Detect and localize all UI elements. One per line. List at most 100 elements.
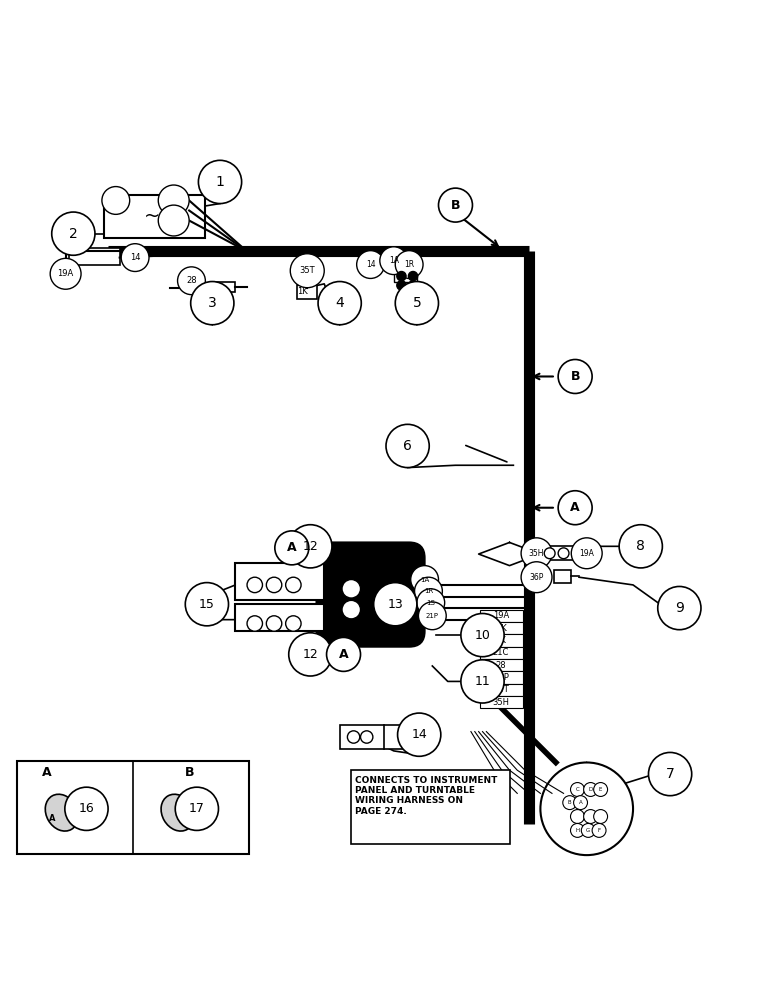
- Text: 21C: 21C: [493, 648, 510, 657]
- Text: 15: 15: [199, 598, 215, 611]
- FancyBboxPatch shape: [480, 696, 523, 708]
- Circle shape: [648, 752, 692, 796]
- Circle shape: [65, 787, 108, 830]
- FancyBboxPatch shape: [340, 725, 432, 749]
- Text: 5: 5: [412, 296, 422, 310]
- Circle shape: [397, 271, 406, 281]
- FancyBboxPatch shape: [540, 546, 579, 560]
- Circle shape: [584, 810, 598, 823]
- Text: 7: 7: [665, 767, 675, 781]
- Circle shape: [558, 491, 592, 525]
- Text: B: B: [571, 370, 580, 383]
- Text: 2: 2: [69, 227, 78, 241]
- Circle shape: [247, 577, 262, 593]
- Circle shape: [289, 525, 332, 568]
- Text: 8: 8: [636, 539, 645, 553]
- Text: E: E: [599, 787, 602, 792]
- Circle shape: [461, 613, 504, 657]
- Text: 36T: 36T: [493, 685, 509, 694]
- Circle shape: [158, 205, 189, 236]
- Circle shape: [178, 267, 205, 295]
- Text: 35H: 35H: [529, 549, 544, 558]
- Circle shape: [571, 823, 584, 837]
- Circle shape: [581, 823, 595, 837]
- FancyBboxPatch shape: [69, 248, 120, 265]
- Circle shape: [185, 583, 229, 626]
- Circle shape: [52, 212, 95, 255]
- FancyBboxPatch shape: [17, 761, 249, 854]
- Text: ~: ~: [144, 207, 161, 226]
- Circle shape: [658, 586, 701, 630]
- Text: D: D: [588, 787, 593, 792]
- FancyBboxPatch shape: [480, 684, 523, 696]
- Text: 6: 6: [403, 439, 412, 453]
- FancyBboxPatch shape: [394, 269, 417, 282]
- Text: 15: 15: [110, 196, 121, 205]
- Text: 9: 9: [675, 601, 684, 615]
- Circle shape: [286, 616, 301, 631]
- Circle shape: [380, 247, 408, 275]
- FancyBboxPatch shape: [216, 282, 235, 292]
- Text: 1K: 1K: [297, 287, 308, 296]
- Circle shape: [411, 566, 438, 593]
- FancyBboxPatch shape: [480, 671, 523, 684]
- Text: 21C: 21C: [165, 216, 182, 225]
- Text: 36P: 36P: [530, 573, 543, 582]
- Circle shape: [395, 251, 423, 278]
- Circle shape: [407, 731, 419, 743]
- Text: A: A: [579, 800, 582, 805]
- Circle shape: [594, 783, 608, 796]
- Circle shape: [102, 187, 130, 214]
- Circle shape: [558, 548, 569, 559]
- Circle shape: [266, 577, 282, 593]
- Circle shape: [540, 762, 633, 855]
- Text: A: A: [571, 501, 580, 514]
- Text: 35H: 35H: [493, 698, 510, 707]
- Text: 14: 14: [130, 253, 141, 262]
- Text: 14: 14: [411, 728, 427, 741]
- Text: 4: 4: [335, 296, 344, 310]
- FancyBboxPatch shape: [317, 542, 425, 647]
- Text: 11: 11: [475, 675, 490, 688]
- Text: 17: 17: [189, 802, 205, 815]
- Circle shape: [374, 583, 417, 626]
- Circle shape: [584, 783, 598, 796]
- Circle shape: [438, 188, 472, 222]
- Circle shape: [50, 258, 81, 289]
- Text: B: B: [451, 199, 460, 212]
- Circle shape: [398, 713, 441, 756]
- FancyBboxPatch shape: [235, 563, 324, 600]
- Circle shape: [571, 538, 602, 569]
- Text: 28: 28: [496, 661, 506, 670]
- Text: 1S: 1S: [426, 600, 435, 606]
- Circle shape: [286, 577, 301, 593]
- FancyBboxPatch shape: [480, 622, 523, 634]
- Circle shape: [571, 810, 584, 823]
- Text: G: G: [586, 828, 591, 833]
- Circle shape: [275, 531, 309, 565]
- Text: 28: 28: [186, 276, 197, 285]
- Circle shape: [563, 796, 577, 810]
- Text: 1A: 1A: [420, 577, 429, 583]
- Circle shape: [461, 660, 504, 703]
- Circle shape: [558, 359, 592, 393]
- Circle shape: [247, 616, 262, 631]
- Circle shape: [266, 616, 282, 631]
- Circle shape: [347, 731, 360, 743]
- FancyBboxPatch shape: [351, 770, 510, 844]
- Text: 12: 12: [303, 540, 318, 553]
- Text: 13: 13: [388, 598, 403, 611]
- Text: 35T: 35T: [300, 266, 315, 275]
- FancyBboxPatch shape: [480, 634, 523, 647]
- Text: 1K: 1K: [496, 624, 506, 633]
- Text: 36P: 36P: [493, 673, 509, 682]
- Text: 1R: 1R: [424, 588, 433, 594]
- Circle shape: [290, 254, 324, 288]
- Circle shape: [386, 424, 429, 468]
- Text: B: B: [185, 766, 194, 779]
- Circle shape: [408, 271, 418, 281]
- Circle shape: [318, 282, 361, 325]
- Circle shape: [521, 562, 552, 593]
- Text: F: F: [598, 828, 601, 833]
- Circle shape: [521, 538, 552, 569]
